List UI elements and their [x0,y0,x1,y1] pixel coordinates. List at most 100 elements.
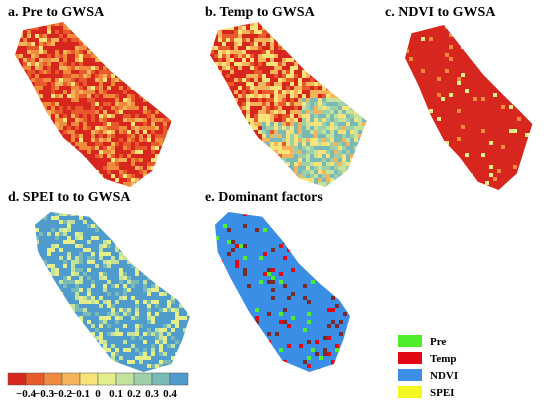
pixel [509,105,514,110]
pixel [469,65,474,70]
pixel [505,41,510,46]
pixel [79,98,84,103]
pixel [346,170,351,175]
pixel [413,105,418,110]
pixel [75,154,80,159]
pixel [127,142,132,147]
pixel [258,30,263,35]
pixel [521,117,526,122]
pixel [421,177,426,182]
pixel [354,102,359,107]
pixel [445,149,450,154]
pixel [286,54,291,59]
pixel [51,34,56,39]
pixel [83,216,88,221]
pixel [461,53,466,58]
pixel [75,70,80,75]
pixel [222,30,227,35]
pixel [218,34,223,39]
pixel [477,61,482,66]
pixel [91,58,96,63]
pixel [15,62,20,67]
pixel [35,212,40,217]
pixel [39,146,44,151]
pixel [326,166,331,171]
pixel [417,49,422,54]
pixel [214,158,219,163]
pixel [43,110,48,115]
pixel [143,70,148,75]
pixel [310,126,315,131]
pixel [266,54,271,59]
pixel [465,113,470,118]
pixel [258,62,263,67]
pixel [127,166,132,171]
pixel [171,26,172,31]
pixel [266,170,271,175]
pixel [322,54,327,59]
pixel [210,118,215,123]
pixel [234,118,239,123]
pixel [533,77,537,81]
pixel [87,58,92,63]
pixel [529,77,533,82]
pixel [131,134,136,139]
pixel [226,118,231,123]
pixel [274,30,279,35]
pixel [306,54,311,59]
pixel [294,82,299,87]
pixel [366,174,367,179]
pixel [19,118,24,123]
pixel [139,178,144,183]
pixel [493,109,498,114]
pixel [362,146,367,151]
pixel [354,134,359,139]
pixel [230,62,235,67]
pixel [135,122,140,127]
pixel [79,38,84,43]
pixel [59,94,64,99]
pixel [306,162,311,167]
pixel [465,77,470,82]
pixel [429,181,434,186]
pixel [533,145,537,149]
pixel [310,38,315,43]
pixel [461,69,466,74]
pixel [159,182,164,187]
pixel [135,78,140,83]
pixel [509,157,514,162]
pixel [465,141,470,146]
pixel [489,89,494,94]
pixel [521,105,526,110]
pixel [222,150,227,155]
pixel [513,173,518,178]
pixel [413,57,418,62]
pixel [473,25,478,30]
pixel [135,106,140,111]
pixel [31,162,36,167]
pixel [246,30,251,35]
pixel [210,130,215,135]
pixel [366,26,367,31]
pixel [421,41,426,46]
pixel [413,149,418,154]
pixel [234,134,239,139]
pixel [91,178,96,183]
pixel [274,58,279,63]
pixel [103,150,108,155]
pixel [79,122,84,127]
pixel [481,85,486,90]
pixel [159,154,164,159]
pixel [258,122,263,127]
pixel [310,94,315,99]
pixel [318,66,323,71]
pixel [521,185,526,190]
pixel [131,174,136,179]
pixel [31,26,36,31]
pixel [270,142,275,147]
pixel [75,38,80,43]
pixel [326,62,331,67]
pixel [143,118,148,123]
pixel [75,118,80,123]
pixel [334,146,339,151]
